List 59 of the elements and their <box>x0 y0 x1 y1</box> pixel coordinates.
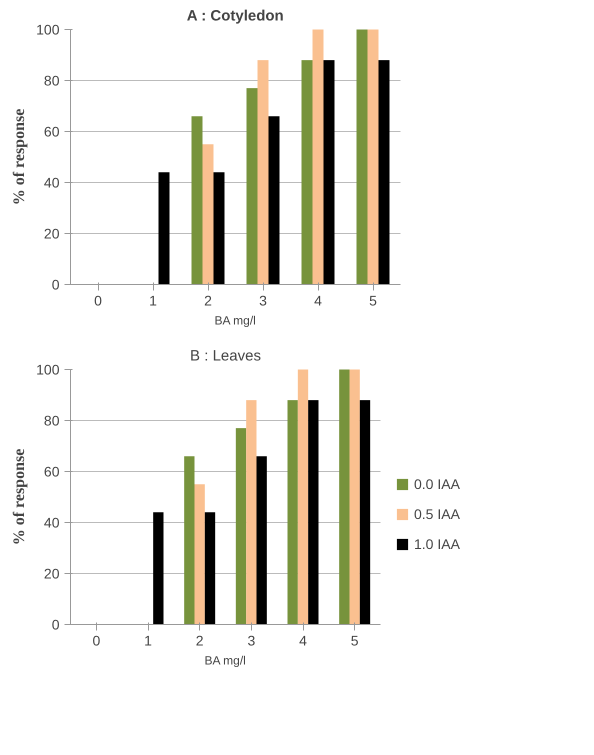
y-tick-label: 100 <box>36 362 60 378</box>
bar <box>312 30 324 284</box>
x-tick-label: 4 <box>299 632 308 648</box>
y-tick-label: 40 <box>44 174 60 190</box>
y-tick-label: 20 <box>44 566 60 582</box>
y-tick-label: 80 <box>44 72 60 88</box>
chart-title: B : Leaves <box>190 348 261 364</box>
bar <box>360 400 370 624</box>
bar <box>378 60 390 284</box>
bar <box>194 484 205 624</box>
y-tick-label: 100 <box>36 22 60 38</box>
legend-label: 0.5 IAA <box>414 506 460 522</box>
legend-label: 0.0 IAA <box>414 476 460 492</box>
x-tick-label: 4 <box>314 292 322 308</box>
y-tick-label: 40 <box>44 514 60 530</box>
x-axis-title: BA mg/l <box>204 654 246 668</box>
legend-label: 1.0 IAA <box>414 536 460 552</box>
bar <box>339 370 350 624</box>
x-tick-label: 2 <box>204 292 212 308</box>
y-tick-label: 0 <box>52 616 60 632</box>
bar <box>246 400 256 624</box>
x-tick-label: 5 <box>369 292 378 308</box>
bar <box>192 116 202 284</box>
y-tick-label: 60 <box>44 464 60 480</box>
x-tick-label: 1 <box>149 292 158 308</box>
y-tick-label: 80 <box>44 412 60 428</box>
bar <box>302 60 312 284</box>
bar <box>246 88 258 284</box>
x-axis-title: BA mg/l <box>214 314 256 328</box>
x-tick-label: 3 <box>247 632 256 648</box>
y-tick-label: 20 <box>44 226 60 242</box>
bar <box>204 512 216 624</box>
bar <box>356 30 368 284</box>
bar <box>153 512 164 624</box>
x-tick-label: 5 <box>350 632 359 648</box>
chart-title: A : Cotyledon <box>186 8 284 24</box>
bar <box>214 172 224 284</box>
x-tick-label: 0 <box>92 632 100 648</box>
bar <box>298 370 308 624</box>
bar <box>288 400 298 624</box>
y-axis-title: % of response <box>11 108 28 206</box>
x-tick-label: 2 <box>196 632 204 648</box>
y-axis-title: % of response <box>11 448 28 546</box>
y-tick-label: 0 <box>52 276 60 292</box>
bar <box>202 144 214 284</box>
bar <box>324 60 334 284</box>
x-tick-label: 3 <box>259 292 268 308</box>
bar <box>236 428 246 624</box>
bar <box>256 456 267 624</box>
x-tick-label: 0 <box>94 292 102 308</box>
bar <box>368 30 378 284</box>
bar <box>268 116 280 284</box>
bar <box>258 60 268 284</box>
bar <box>184 456 194 624</box>
bar <box>308 400 318 624</box>
bar <box>350 370 360 624</box>
y-tick-label: 60 <box>44 124 60 140</box>
bar <box>158 172 170 284</box>
x-tick-label: 1 <box>144 632 152 648</box>
